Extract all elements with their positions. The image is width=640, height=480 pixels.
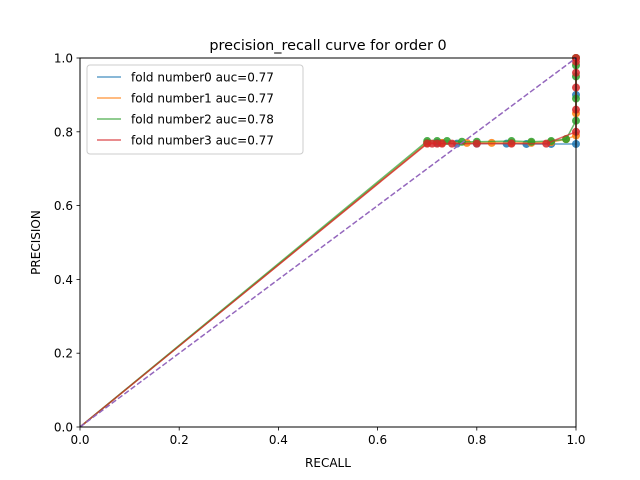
legend-entry: fold number2 auc=0.78	[131, 113, 274, 127]
diagonal-reference-line	[79, 57, 577, 428]
x-tick-label: 0.0	[70, 433, 89, 447]
x-tick-label: 0.6	[368, 433, 387, 447]
data-point	[542, 139, 551, 148]
chart-title: precision_recall curve for order 0	[209, 38, 446, 54]
x-axis-ticks: 0.0 0.2 0.4 0.6 0.8 1.0	[70, 427, 586, 447]
legend-entry: fold number3 auc=0.77	[131, 134, 274, 148]
y-tick-label: 0.4	[54, 273, 73, 287]
y-tick-label: 0.6	[54, 199, 73, 213]
y-axis-ticks: 0.0 0.2 0.4 0.6 0.8 1.0	[54, 52, 80, 435]
x-tick-label: 0.2	[170, 433, 189, 447]
data-point	[472, 139, 481, 148]
legend: fold number0 auc=0.77 fold number1 auc=0.…	[86, 64, 304, 155]
data-point	[527, 137, 536, 146]
legend-entry: fold number1 auc=0.77	[131, 92, 274, 106]
x-axis-label: RECALL	[305, 456, 351, 470]
x-tick-label: 1.0	[566, 433, 585, 447]
y-tick-label: 0.0	[54, 421, 73, 435]
plot-area-frame	[79, 57, 577, 428]
y-axis-label: PRECISION	[29, 210, 43, 275]
data-point	[448, 139, 456, 148]
data-point	[457, 137, 466, 146]
legend-box	[86, 64, 304, 155]
data-point	[438, 139, 447, 148]
data-point	[507, 139, 516, 148]
y-tick-label: 1.0	[54, 52, 73, 66]
legend-entry: fold number0 auc=0.77	[131, 71, 274, 85]
y-tick-label: 0.8	[54, 125, 73, 139]
x-tick-label: 0.8	[467, 433, 486, 447]
y-tick-label: 0.2	[54, 347, 73, 361]
x-tick-label: 0.4	[269, 433, 288, 447]
